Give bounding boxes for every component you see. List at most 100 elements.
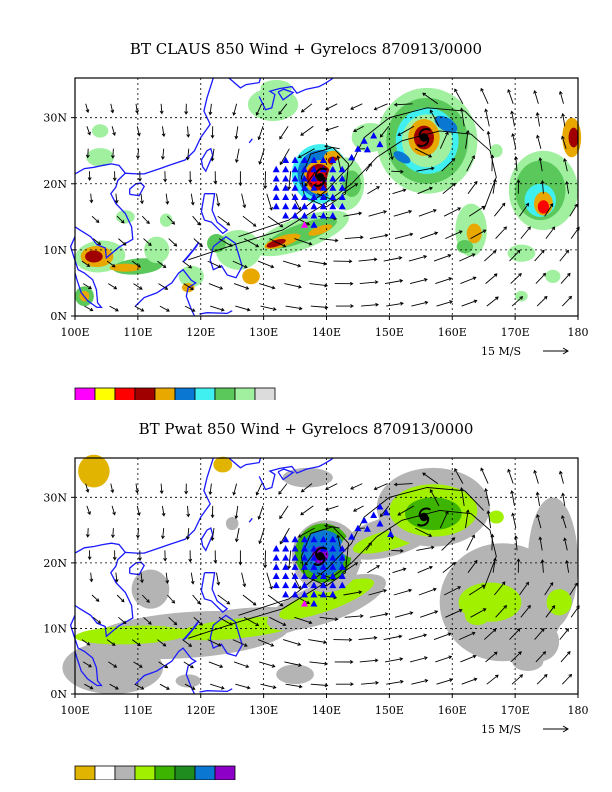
wind-arrow [284, 661, 302, 667]
wind-arrow [111, 126, 116, 136]
wind-arrow [343, 211, 363, 217]
vortex-arm [315, 167, 328, 178]
wind-arrow [519, 581, 529, 596]
wind-arrow [416, 166, 435, 172]
gyre-triangle [319, 212, 327, 219]
wind-arrow [110, 103, 115, 114]
wind-arrow [511, 512, 517, 529]
wind-arrow [394, 232, 414, 240]
gyre-triangle [338, 193, 346, 200]
wind-arrow [106, 260, 116, 268]
wind-arrow [492, 178, 497, 194]
wind-arrow [379, 126, 390, 138]
wind-arrow [210, 683, 225, 690]
wind-arrow [109, 683, 119, 690]
gyre-triangle [282, 174, 290, 182]
wind-arrow [208, 661, 224, 669]
gyre-triangle [329, 174, 337, 182]
wind-arrow [353, 125, 364, 133]
gyre-triangle [282, 572, 290, 579]
wind-arrow [480, 467, 489, 484]
wind-arrow [112, 550, 117, 561]
gyre-triangle [329, 554, 337, 561]
wind-arrow [459, 107, 465, 127]
wind-arrow [86, 505, 91, 516]
second-vortex-symbol [417, 507, 431, 527]
gyre-triangle [291, 193, 299, 200]
wind-arrow [216, 572, 221, 586]
wind-arrow [91, 594, 100, 602]
wind-arrow [279, 148, 290, 166]
wind-arrow [409, 277, 428, 285]
wind-arrow [141, 594, 150, 603]
japan [258, 77, 334, 111]
wind-arrow [243, 616, 260, 626]
gyre-triangle [319, 572, 327, 579]
wind-arrow [536, 513, 542, 529]
wind-arrow [163, 171, 167, 183]
wind-arrow [379, 505, 390, 518]
wind-arrow [561, 295, 573, 307]
wind-arrow [158, 283, 169, 290]
claus-map: 100E 110E 120E 130E 140E 150E 160E 170E 180 0N 10N… [43, 77, 589, 400]
wind-arrow [335, 682, 354, 686]
wind-arrow [536, 134, 542, 149]
wind-arrow [310, 683, 329, 688]
gyre-triangle [272, 174, 280, 182]
wind-arrow [118, 238, 127, 246]
wind-arrow [461, 299, 478, 307]
gyre-triangle [329, 572, 337, 579]
wind-arrow [188, 550, 193, 563]
flow-line [300, 146, 349, 208]
shading-patch [85, 250, 103, 263]
wind-arrow [484, 108, 490, 127]
gyre-triangle [282, 202, 290, 210]
gyre-triangle [338, 202, 346, 210]
wind-arrow [535, 272, 547, 284]
gyre-triangle [310, 554, 318, 561]
wind-arrow [266, 572, 273, 590]
gyre-triangle [272, 572, 280, 579]
wind-arrow [495, 226, 507, 239]
vortex-arm [313, 556, 326, 566]
wind-arrow [255, 483, 263, 496]
wind-arrow [460, 276, 477, 285]
wind-arrow [495, 604, 507, 618]
shading-patch [456, 239, 473, 254]
x-tick-label: 130E [249, 704, 278, 717]
palawan [182, 620, 200, 641]
typhoon-symbol [313, 167, 328, 187]
y-tick-label: 20N [43, 178, 67, 191]
wind-arrow [559, 249, 570, 262]
wind-arrow [393, 209, 413, 217]
wind-arrow [336, 155, 342, 172]
wind-arrow [436, 678, 454, 685]
colorbar-swatch [74, 765, 96, 780]
wind-arrow [544, 203, 554, 217]
wind-arrow [182, 260, 193, 269]
wind-arrow [185, 528, 190, 541]
wind-arrow [193, 616, 203, 626]
gyre-triangle [300, 581, 308, 589]
wind-arrow [235, 305, 251, 312]
wind-arrow [85, 148, 90, 159]
gyre-triangle [338, 554, 346, 561]
wind-arrow [210, 505, 215, 519]
wind-arrow [459, 487, 465, 506]
wind-arrow [454, 88, 464, 105]
x-tick-label: 170E [501, 326, 530, 339]
wind-arrow [417, 565, 433, 574]
wind-arrow [436, 300, 454, 307]
vortex-arm [418, 128, 431, 138]
gyre-triangle [291, 554, 299, 561]
taiwan [200, 527, 214, 552]
wind-arrow [466, 534, 475, 551]
shikoku [277, 88, 295, 101]
colorbar-swatch [134, 765, 156, 780]
shading-patch [537, 200, 550, 214]
border [74, 542, 126, 554]
taiwan [200, 147, 214, 173]
wind-arrow [140, 572, 144, 584]
wind-arrow [157, 260, 167, 269]
reference-vector: 15 M/S [481, 723, 569, 736]
